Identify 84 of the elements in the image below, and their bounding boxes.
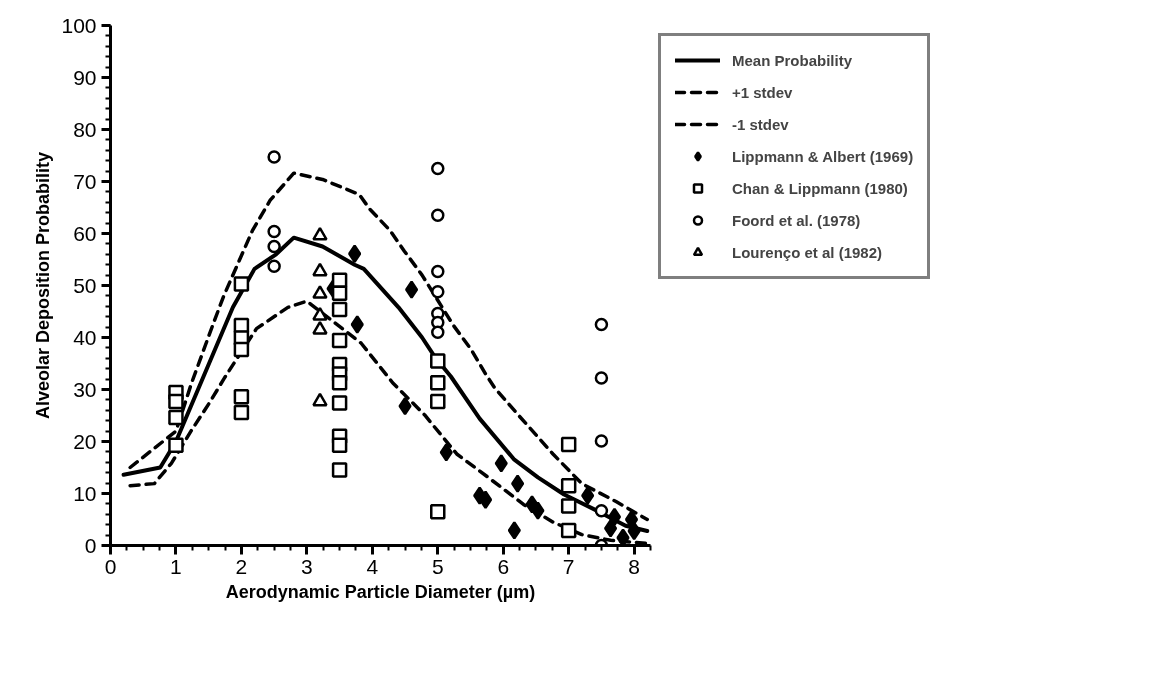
point [430, 374, 446, 391]
x-tick-label: 2 [235, 554, 248, 578]
point [267, 259, 281, 273]
y-tick-label: 60 [73, 221, 97, 245]
point [233, 404, 250, 421]
point [494, 454, 508, 473]
legend-label: Mean Probability [732, 51, 853, 69]
point [431, 285, 445, 299]
x-tick-label: 1 [170, 554, 182, 578]
y-tick-label: 100 [61, 13, 97, 37]
y-tick-label: 90 [73, 65, 97, 89]
y-tick-label: 70 [73, 169, 97, 193]
y-tick-label: 50 [73, 273, 97, 297]
x-axis-title: Aerodynamic Particle Diameter (µm) [225, 581, 536, 602]
legend-label: +1 stdev [732, 83, 793, 101]
x-tick-label: 6 [497, 554, 510, 578]
y-tick-label: 80 [73, 117, 97, 141]
legend-label: Lourenço et al (1982) [732, 243, 883, 261]
x-tick-label: 7 [562, 554, 575, 578]
point [560, 436, 577, 453]
point [431, 325, 445, 340]
point [331, 301, 348, 318]
x-tick-label: 5 [431, 554, 444, 578]
point [560, 498, 577, 514]
point [398, 396, 412, 416]
point [233, 276, 250, 292]
point [312, 392, 328, 407]
point [233, 341, 250, 358]
point [267, 239, 281, 254]
point [607, 507, 622, 527]
point [430, 503, 446, 520]
point [431, 264, 445, 279]
point [267, 224, 281, 239]
point [511, 474, 525, 493]
point [331, 374, 348, 391]
point [312, 285, 328, 299]
point [168, 409, 184, 426]
y-axis-title: Alveolar Deposition Probability [33, 151, 54, 420]
point [603, 519, 618, 538]
point [439, 443, 453, 462]
point [430, 393, 446, 410]
point [331, 285, 348, 302]
point [233, 389, 250, 405]
legend-label: Chan & Lippmann (1980) [732, 179, 908, 197]
point [581, 486, 595, 505]
point [616, 528, 630, 546]
point [168, 393, 184, 410]
point [312, 262, 328, 277]
point [531, 501, 545, 520]
point [348, 244, 362, 264]
y-tick-label: 20 [73, 429, 97, 453]
point [267, 150, 281, 164]
point [594, 371, 609, 385]
y-tick-label: 40 [73, 325, 97, 349]
y-tick-label: 30 [73, 377, 97, 401]
point [312, 306, 328, 321]
x-tick-label: 8 [628, 554, 640, 578]
point [350, 315, 364, 334]
legend-label: Lippmann & Albert (1969) [732, 147, 914, 165]
x-tick-label: 3 [301, 554, 313, 578]
x-tick-label: 4 [366, 554, 379, 578]
legend-label: -1 stdev [732, 115, 789, 133]
point [430, 353, 446, 369]
point [331, 462, 348, 478]
point [331, 437, 348, 453]
point [312, 226, 328, 241]
y-tick-label: 0 [84, 533, 97, 557]
point [405, 280, 419, 299]
point [431, 208, 445, 223]
point [431, 161, 445, 176]
point [560, 477, 577, 494]
x-tick-label: 0 [104, 554, 117, 578]
point [507, 521, 521, 540]
legend-label: Foord et al. (1978) [732, 211, 861, 229]
point [594, 503, 609, 518]
point [331, 395, 348, 411]
point [560, 522, 577, 539]
point [312, 320, 328, 335]
point [168, 437, 184, 453]
point [331, 332, 348, 349]
point [627, 521, 641, 541]
point [594, 434, 609, 448]
point [594, 317, 609, 332]
y-tick-label: 10 [73, 481, 97, 505]
